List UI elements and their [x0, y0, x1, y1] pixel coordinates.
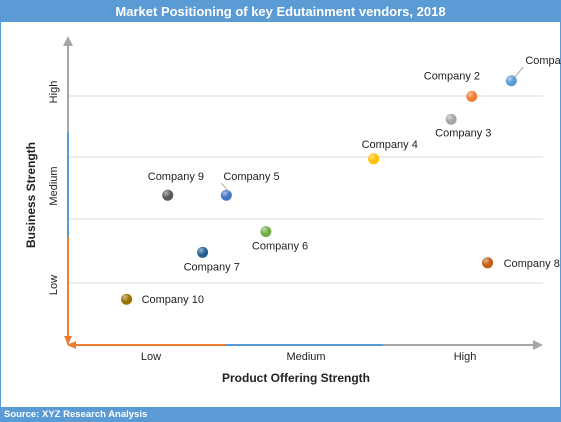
data-point-label: Company 1 [525, 55, 561, 67]
data-points: Company 1 Company 2 Company 3 Company 4 Comp… [121, 55, 561, 306]
chart-title: Market Positioning of key Edutainment ve… [0, 0, 561, 22]
data-point-group: Company 6 [252, 226, 308, 253]
data-point-group: Company 10 [121, 293, 204, 306]
x-tick-label: Low [141, 351, 161, 363]
x-tick-label: High [454, 351, 477, 363]
x-axis-arrowhead [533, 340, 543, 350]
label-leader-line [513, 66, 524, 79]
data-point-label: Company 5 [223, 171, 279, 183]
data-point-highlight [445, 113, 457, 125]
data-point-highlight [220, 189, 232, 201]
grid-lines [68, 95, 543, 284]
y-axis-origin-arrowhead [64, 336, 72, 345]
axes [63, 36, 543, 350]
data-point-group: Company 2 [424, 70, 480, 102]
axis-labels: Product Offering Strength Business Streng… [24, 142, 370, 385]
data-point-highlight [482, 257, 494, 269]
x-tick-label: Medium [286, 351, 325, 363]
data-point-highlight [505, 75, 517, 87]
x-axis-title: Product Offering Strength [222, 371, 370, 385]
data-point-group: Company 4 [362, 139, 418, 165]
data-point-label: Company 6 [252, 241, 308, 253]
data-point-highlight [121, 293, 133, 305]
data-point-group: Company 3 [435, 113, 491, 139]
data-point-highlight [368, 153, 380, 165]
data-point-label: Company 10 [142, 294, 204, 306]
source-note: Source: XYZ Research Analysis [0, 407, 561, 422]
data-point-group: Company 5 [220, 171, 280, 201]
data-point-group: Company 7 [184, 246, 240, 273]
y-tick-label: Low [48, 275, 60, 295]
label-leader-line [220, 182, 230, 193]
data-point-label: Company 2 [424, 70, 480, 82]
data-point-label: Company 7 [184, 261, 240, 273]
tick-labels: Low Medium High Low Medium High [48, 81, 476, 363]
data-point-label: Company 4 [362, 139, 418, 151]
data-point-group: Company 8 [482, 257, 560, 270]
data-point-highlight [197, 246, 209, 258]
x-axis-origin-arrowhead [67, 341, 76, 349]
y-tick-label: High [48, 81, 60, 104]
y-axis-title: Business Strength [24, 142, 38, 248]
y-axis-arrowhead [63, 36, 73, 46]
y-tick-label: Medium [48, 166, 60, 205]
data-point-highlight [260, 226, 272, 238]
data-point-group: Company 1 [505, 55, 561, 87]
data-point-label: Company 9 [148, 171, 204, 183]
data-point-label: Company 8 [504, 258, 560, 270]
data-point-label: Company 3 [435, 127, 491, 139]
data-point-highlight [466, 90, 478, 102]
data-point-group: Company 9 [148, 171, 204, 201]
data-point-highlight [162, 189, 174, 201]
